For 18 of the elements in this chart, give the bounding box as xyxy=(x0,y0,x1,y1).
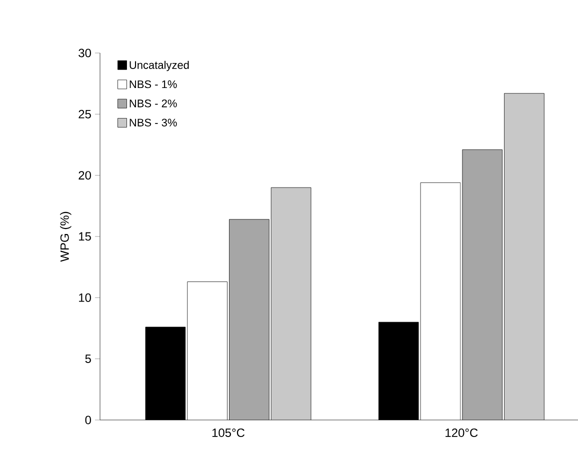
y-tick-label: 30 xyxy=(78,48,92,58)
y-tick-label: 10 xyxy=(79,293,92,302)
y-axis-title: WPG (%) xyxy=(60,212,72,262)
y-tick-label: 15 xyxy=(79,232,91,241)
y-tick-label: 5 xyxy=(85,354,91,363)
bar xyxy=(462,149,502,420)
x-tick-label: 120°C xyxy=(446,428,478,438)
bar xyxy=(504,93,544,420)
y-tick-label: 25 xyxy=(78,110,91,118)
bar xyxy=(271,188,311,420)
legend-label: NBS - 3% xyxy=(130,118,177,126)
bar xyxy=(229,219,270,420)
y-tick-label: 0 xyxy=(85,416,92,424)
legend-label: NBS - 2% xyxy=(130,100,177,108)
legend-label: NBS - 1% xyxy=(130,80,177,88)
y-tick-label: 20 xyxy=(78,171,92,180)
x-tick-label: 105°C xyxy=(212,428,245,438)
legend-label: Uncatalyzed xyxy=(130,60,189,72)
